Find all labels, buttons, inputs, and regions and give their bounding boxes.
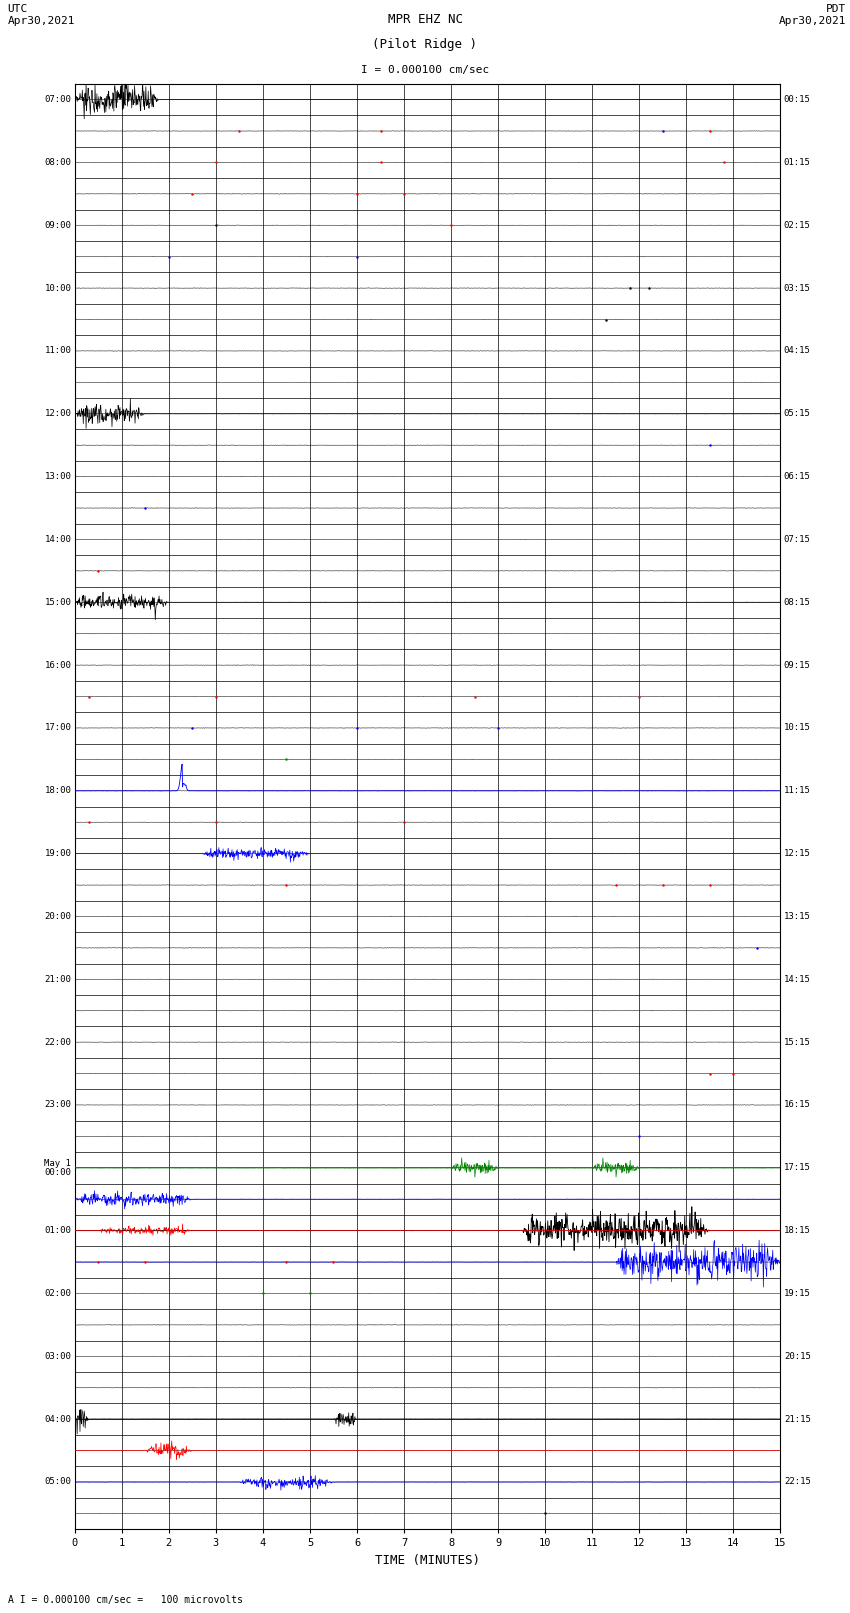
- Text: 21:00: 21:00: [44, 974, 71, 984]
- Text: 16:15: 16:15: [784, 1100, 811, 1110]
- Text: 07:00: 07:00: [44, 95, 71, 105]
- Text: 08:00: 08:00: [44, 158, 71, 166]
- Text: 11:15: 11:15: [784, 786, 811, 795]
- Text: 14:00: 14:00: [44, 536, 71, 544]
- Text: 17:00: 17:00: [44, 724, 71, 732]
- Text: 09:15: 09:15: [784, 661, 811, 669]
- Text: 05:00: 05:00: [44, 1478, 71, 1487]
- Text: I = 0.000100 cm/sec: I = 0.000100 cm/sec: [361, 66, 489, 76]
- Text: 19:00: 19:00: [44, 848, 71, 858]
- Text: 04:15: 04:15: [784, 347, 811, 355]
- Text: 03:00: 03:00: [44, 1352, 71, 1361]
- Text: 18:00: 18:00: [44, 786, 71, 795]
- Text: 12:00: 12:00: [44, 410, 71, 418]
- Text: 13:00: 13:00: [44, 473, 71, 481]
- Text: (Pilot Ridge ): (Pilot Ridge ): [372, 37, 478, 50]
- Text: 15:15: 15:15: [784, 1037, 811, 1047]
- Text: 02:15: 02:15: [784, 221, 811, 229]
- Text: 23:00: 23:00: [44, 1100, 71, 1110]
- Text: 20:00: 20:00: [44, 911, 71, 921]
- Text: 08:15: 08:15: [784, 598, 811, 606]
- Text: 18:15: 18:15: [784, 1226, 811, 1236]
- Text: 12:15: 12:15: [784, 848, 811, 858]
- Text: 02:00: 02:00: [44, 1289, 71, 1298]
- Text: 11:00: 11:00: [44, 347, 71, 355]
- Text: UTC
Apr30,2021: UTC Apr30,2021: [8, 5, 75, 26]
- Text: 17:15: 17:15: [784, 1163, 811, 1173]
- Text: 14:15: 14:15: [784, 974, 811, 984]
- Text: PDT
Apr30,2021: PDT Apr30,2021: [779, 5, 847, 26]
- Text: 06:15: 06:15: [784, 473, 811, 481]
- Text: 03:15: 03:15: [784, 284, 811, 292]
- Text: 05:15: 05:15: [784, 410, 811, 418]
- Text: 22:00: 22:00: [44, 1037, 71, 1047]
- Text: 13:15: 13:15: [784, 911, 811, 921]
- Text: 04:00: 04:00: [44, 1415, 71, 1424]
- Text: May 1
00:00: May 1 00:00: [44, 1158, 71, 1177]
- Text: 01:15: 01:15: [784, 158, 811, 166]
- Text: 09:00: 09:00: [44, 221, 71, 229]
- Text: MPR EHZ NC: MPR EHZ NC: [388, 13, 462, 26]
- Text: 20:15: 20:15: [784, 1352, 811, 1361]
- Text: 22:15: 22:15: [784, 1478, 811, 1487]
- Text: 10:00: 10:00: [44, 284, 71, 292]
- Text: 16:00: 16:00: [44, 661, 71, 669]
- Text: 00:15: 00:15: [784, 95, 811, 105]
- Text: 07:15: 07:15: [784, 536, 811, 544]
- Text: 10:15: 10:15: [784, 724, 811, 732]
- X-axis label: TIME (MINUTES): TIME (MINUTES): [375, 1553, 480, 1566]
- Text: 21:15: 21:15: [784, 1415, 811, 1424]
- Text: A I = 0.000100 cm/sec =   100 microvolts: A I = 0.000100 cm/sec = 100 microvolts: [8, 1595, 243, 1605]
- Text: 15:00: 15:00: [44, 598, 71, 606]
- Text: 01:00: 01:00: [44, 1226, 71, 1236]
- Text: 19:15: 19:15: [784, 1289, 811, 1298]
